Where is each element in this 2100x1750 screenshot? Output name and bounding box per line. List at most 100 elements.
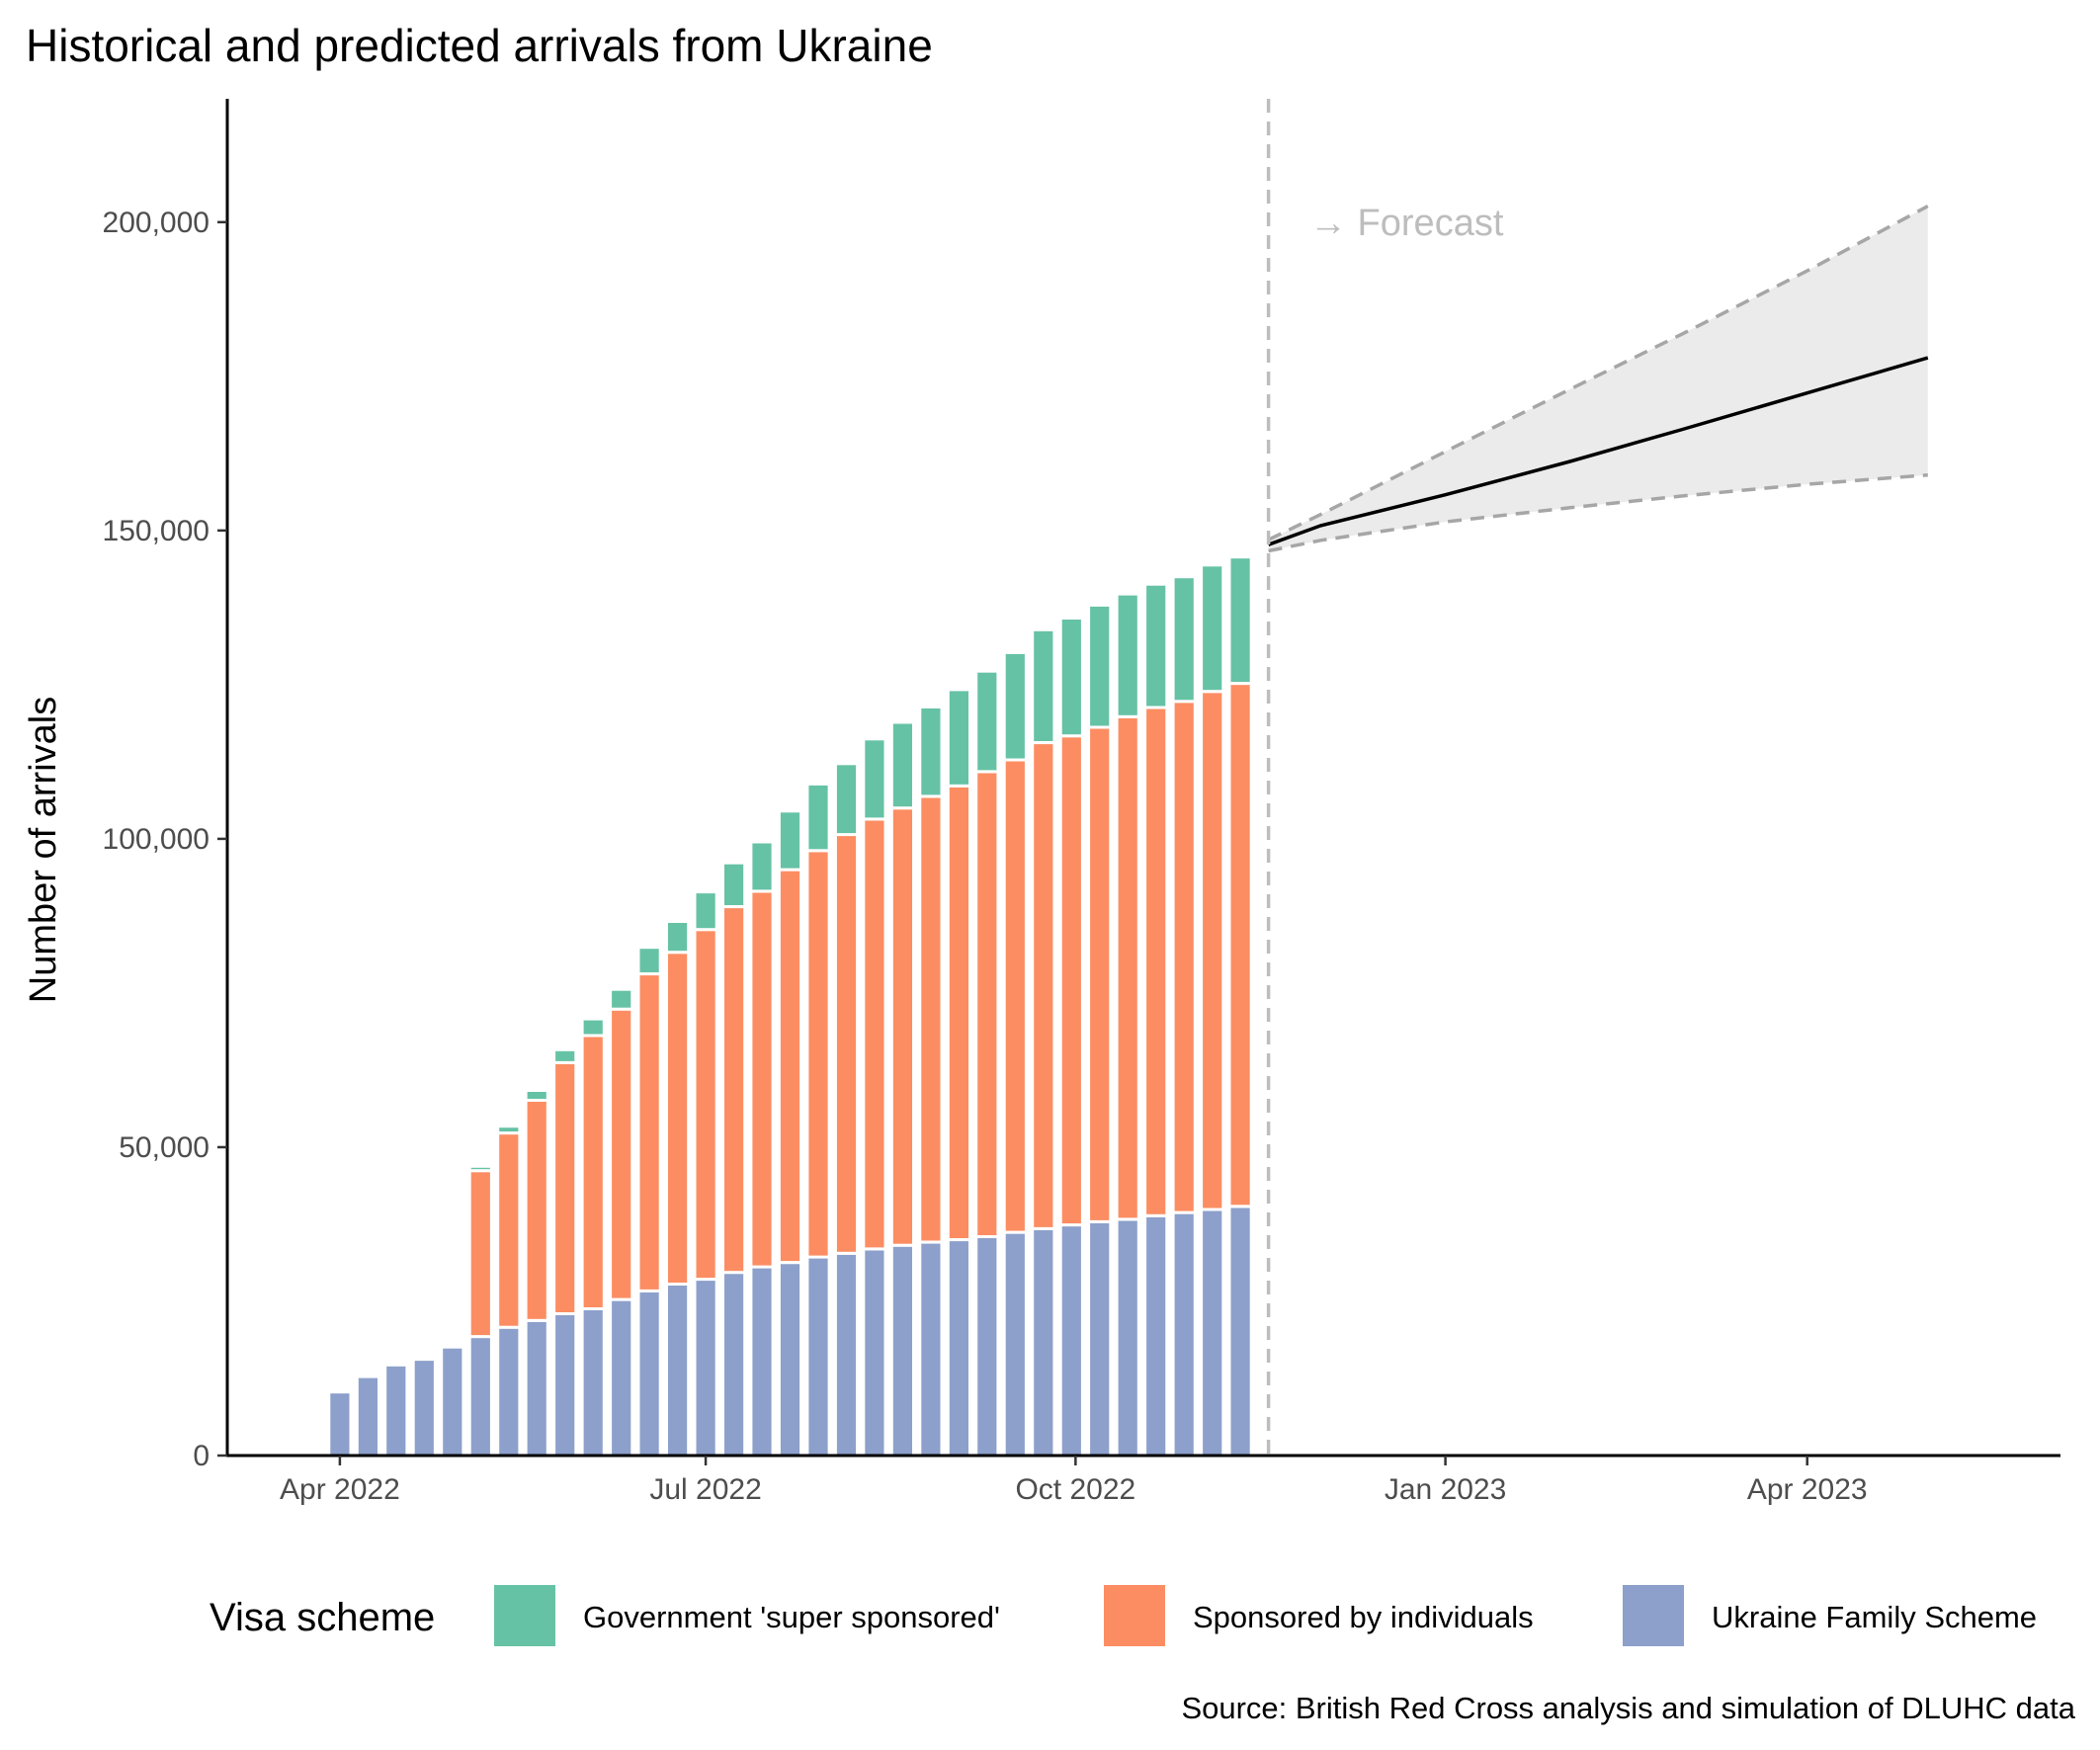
legend-swatch-government: [494, 1585, 555, 1646]
bar-segment: [862, 1247, 887, 1458]
bar-segment: [1058, 734, 1084, 1227]
bar-segment: [721, 905, 747, 1275]
bar-segment: [411, 1358, 437, 1458]
bar-segment: [467, 1169, 493, 1339]
bar-segment: [609, 987, 634, 1011]
bar-segment: [1143, 1213, 1169, 1458]
bar-segment: [946, 784, 971, 1241]
bar-segment: [467, 1335, 493, 1458]
bar-segment: [524, 1089, 549, 1102]
bar-segment: [1227, 1205, 1253, 1458]
bar-segment: [636, 972, 662, 1292]
forecast-lines: [1266, 99, 1929, 1456]
bar-segment: [974, 770, 1000, 1239]
bar-segment: [693, 928, 718, 1282]
bar-segment: [327, 1390, 353, 1458]
bar-segment: [974, 1234, 1000, 1458]
x-tick-label: Apr 2023: [1747, 1473, 1868, 1506]
bar-segment: [918, 1240, 944, 1458]
y-tick-label: 0: [193, 1440, 210, 1472]
forecast-upper-line: [1267, 205, 1929, 542]
bar-segment: [1143, 706, 1169, 1217]
bars: [327, 555, 1253, 1458]
chart-title: Historical and predicted arrivals from U…: [26, 20, 933, 71]
forecast-interval: [1268, 206, 1928, 551]
source-caption: Source: British Red Cross analysis and s…: [1181, 1691, 2075, 1725]
bar-segment: [1058, 617, 1084, 738]
bar-segment: [889, 720, 915, 810]
bar-segment: [889, 1243, 915, 1458]
bar-segment: [833, 1251, 860, 1458]
bar-segment: [552, 1061, 578, 1315]
bar-segment: [721, 861, 747, 909]
bar-segment: [1087, 725, 1113, 1223]
bar-segment: [1200, 690, 1225, 1211]
bar-segment: [1058, 1223, 1084, 1458]
y-axis-title: Number of arrivals: [23, 697, 64, 1003]
bar-segment: [1227, 555, 1253, 686]
bar-segment: [665, 920, 691, 955]
bar-segment: [1087, 603, 1113, 729]
bar-segment: [777, 809, 803, 872]
x-tick-label: Jul 2022: [649, 1473, 761, 1506]
bar-segment: [693, 890, 718, 932]
bar-segment: [749, 1265, 775, 1458]
x-tick-label: Jan 2023: [1385, 1473, 1506, 1506]
bar-segment: [609, 1297, 634, 1458]
bar-segment: [467, 1164, 493, 1173]
bar-segment: [1171, 700, 1197, 1214]
bar-segment: [1031, 627, 1056, 744]
bar-segment: [946, 688, 971, 788]
bar-segment: [665, 951, 691, 1286]
bar-segment: [974, 669, 1000, 774]
x-tick-label: Oct 2022: [1015, 1473, 1135, 1506]
bar-segment: [383, 1363, 409, 1458]
legend-swatch-family: [1623, 1585, 1684, 1646]
bar-segment: [552, 1047, 578, 1064]
forecast-mean-line: [1268, 356, 1929, 546]
bar-segment: [862, 737, 887, 821]
bar-segment: [805, 782, 831, 853]
bar-segment: [889, 806, 915, 1247]
bar-segment: [1115, 1217, 1140, 1458]
bar-segment: [1171, 1210, 1197, 1458]
forecast-annotation: → Forecast: [1309, 203, 1504, 244]
bar-segment: [946, 1238, 971, 1458]
bar-segment: [665, 1283, 691, 1458]
bar-segment: [862, 817, 887, 1251]
bar-segment: [524, 1099, 549, 1322]
bar-segment: [721, 1271, 747, 1458]
bar-segment: [496, 1131, 522, 1329]
bar-segment: [636, 1289, 662, 1458]
legend: Visa scheme Government 'super sponsored'…: [210, 1585, 2037, 1646]
bar-segment: [524, 1318, 549, 1458]
bar-segment: [1087, 1220, 1113, 1458]
bar-segment: [1200, 563, 1225, 694]
bar-segment: [496, 1325, 522, 1458]
bar-segment: [355, 1375, 380, 1458]
bar-segment: [636, 946, 662, 976]
bar-segment: [693, 1278, 718, 1458]
legend-title: Visa scheme: [210, 1596, 435, 1639]
bar-segment: [1002, 758, 1028, 1234]
forecast-lower-line: [1268, 472, 1928, 553]
legend-label-individuals: Sponsored by individuals: [1193, 1600, 1534, 1634]
bar-segment: [580, 1017, 606, 1038]
legend-label-family: Ukraine Family Scheme: [1712, 1600, 2037, 1634]
bar-segment: [749, 840, 775, 893]
bar-segment: [580, 1034, 606, 1310]
y-tick-label: 100,000: [103, 823, 210, 856]
x-tick-label: Apr 2022: [280, 1473, 400, 1506]
bar-segment: [749, 889, 775, 1269]
bar-segment: [1115, 714, 1140, 1221]
bar-segment: [1031, 741, 1056, 1230]
bar-segment: [805, 1255, 831, 1458]
bar-segment: [1227, 682, 1253, 1208]
axes: 0 50,000 100,000 150,000 200,000 Apr 2022 Jul …: [103, 99, 2060, 1506]
bar-segment: [1115, 592, 1140, 718]
legend-swatch-individuals: [1104, 1585, 1165, 1646]
bar-segment: [1143, 582, 1169, 709]
bar-segment: [1002, 1230, 1028, 1458]
y-tick-label: 150,000: [103, 515, 210, 547]
bar-segment: [609, 1007, 634, 1301]
